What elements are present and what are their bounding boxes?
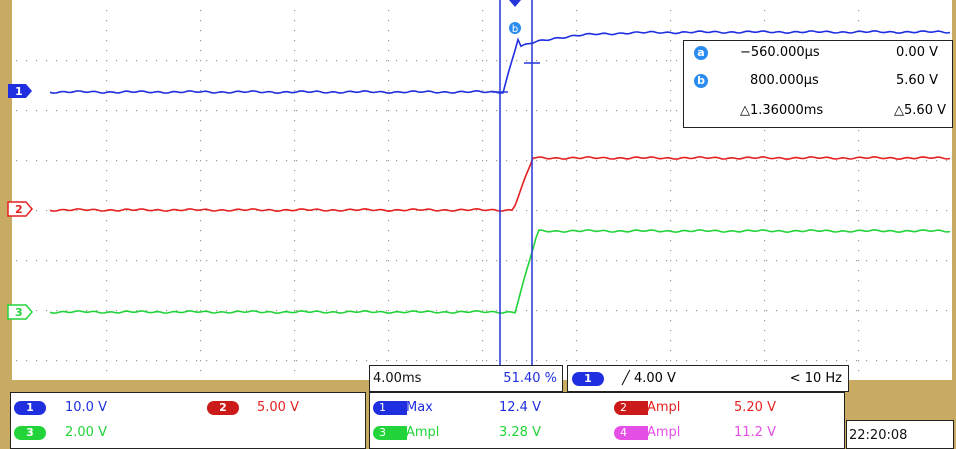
channel-3-marker[interactable]: 3 [7, 304, 33, 320]
measurement-panel: 1 Max 12.4 V 2 Ampl 5.20 V 3 Ampl 3.28 V… [369, 392, 845, 449]
cursor-readout-panel: a −560.000µs 0.00 V b 800.000µs 5.60 V △… [683, 40, 953, 128]
clock-time: 22:20:08 [849, 428, 908, 443]
measure-4-name: Ampl [647, 425, 681, 440]
timebase-position: 51.40 % [503, 371, 557, 386]
cursor-delta-time: △1.36000ms [740, 103, 824, 118]
channel-scale-panel: 1 10.0 V 2 5.00 V 3 2.00 V [10, 392, 366, 449]
cursor-delta-voltage: △5.60 V [894, 103, 946, 118]
channel-2-scale: 5.00 V [257, 400, 299, 415]
svg-text:1: 1 [15, 85, 23, 98]
channel-1-scale: 10.0 V [65, 400, 107, 415]
cursor-a-voltage: 0.00 V [896, 45, 938, 60]
channel-2-badge[interactable]: 2 [207, 401, 239, 415]
cursor-b-top-icon[interactable] [509, 22, 521, 34]
cursor-b-time: 800.000µs [750, 73, 819, 88]
cursor-a-icon: a [694, 46, 708, 60]
measure-1-badge: 1 [373, 401, 407, 415]
trigger-frequency: < 10 Hz [789, 371, 842, 386]
timebase-panel[interactable]: 4.00ms 51.40 % [369, 365, 563, 392]
svg-text:2: 2 [15, 203, 23, 216]
svg-text:3: 3 [15, 306, 23, 319]
cursor-b-icon: b [694, 74, 708, 88]
clock-panel: 22:20:08 [846, 420, 954, 449]
measure-2-value: 5.20 V [734, 400, 776, 415]
channel-3-badge[interactable]: 3 [14, 426, 46, 440]
cursor-b-top-label: b [512, 24, 518, 35]
measure-2-name: Ampl [647, 400, 681, 415]
timebase-per-div: 4.00ms [373, 371, 422, 386]
channel-1-marker[interactable]: 1 [8, 84, 32, 98]
measure-3-value: 3.28 V [499, 425, 541, 440]
trigger-panel[interactable]: 1 ╱ 4.00 V < 10 Hz [567, 365, 849, 392]
cursor-marker-triangle-icon [509, 0, 521, 7]
measure-4-value: 11.2 V [734, 425, 776, 440]
channel-1-badge[interactable]: 1 [14, 401, 46, 415]
measure-1-value: 12.4 V [499, 400, 541, 415]
measure-2-badge: 2 [614, 401, 648, 415]
measure-3-name: Ampl [406, 425, 440, 440]
channel-3-scale: 2.00 V [65, 425, 107, 440]
trigger-channel-badge: 1 [572, 372, 604, 386]
trigger-level: ╱ 4.00 V [622, 371, 676, 386]
cursor-b-voltage: 5.60 V [896, 73, 938, 88]
channel-2-marker[interactable]: 2 [7, 201, 33, 217]
cursor-a-time: −560.000µs [740, 45, 820, 60]
measure-1-name: Max [406, 400, 433, 415]
measure-4-badge: 4 [614, 426, 648, 440]
measure-3-badge: 3 [373, 426, 407, 440]
